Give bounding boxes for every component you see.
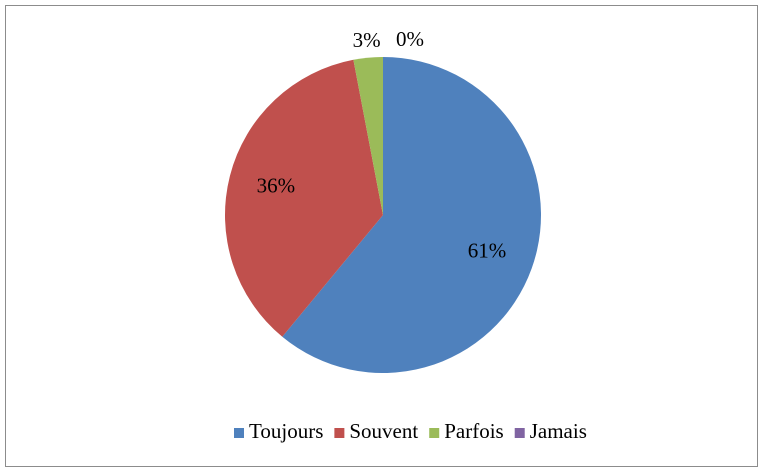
legend-label: Souvent: [349, 419, 418, 443]
data-label: 36%: [257, 173, 296, 197]
pie-slice: [282, 57, 541, 373]
data-label: 61%: [468, 238, 507, 262]
legend-swatch: [514, 428, 525, 438]
legend-label: Parfois: [444, 419, 504, 443]
legend-label: Toujours: [249, 419, 323, 443]
pie-slice: [224, 59, 383, 337]
legend-swatch: [234, 428, 244, 438]
legend-swatch: [429, 428, 440, 438]
legend-swatch: [334, 428, 345, 438]
pie-slice: [353, 57, 383, 215]
data-label: 3%: [353, 28, 381, 52]
legend-label: Jamais: [530, 419, 587, 443]
data-label: 0%: [396, 27, 424, 51]
